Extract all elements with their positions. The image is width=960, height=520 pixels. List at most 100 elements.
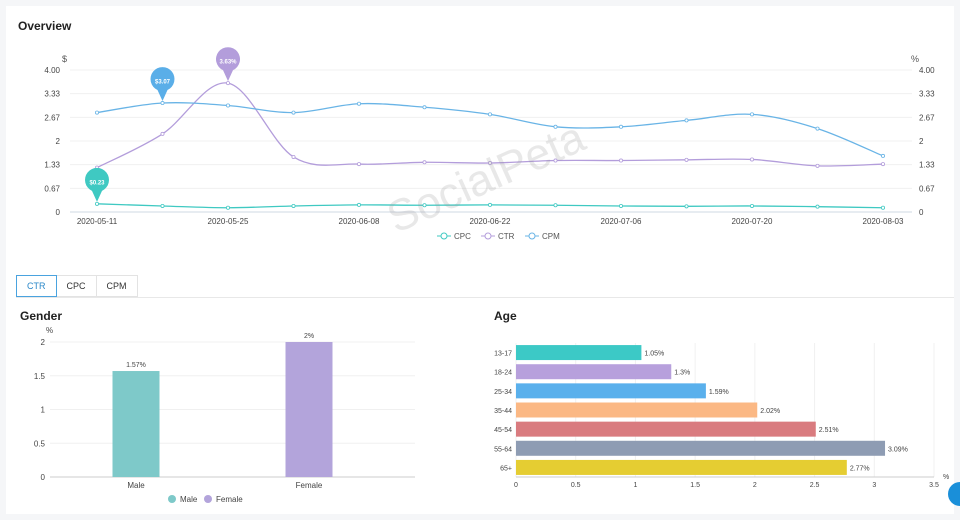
age-category-label: 25-34 <box>494 389 512 396</box>
age-category-label: 45-54 <box>494 427 512 434</box>
age-title: Age <box>494 309 517 323</box>
gender-legend-dot <box>168 495 176 503</box>
gender-y-tick: 0 <box>41 473 46 482</box>
legend-marker-ctr <box>484 232 492 240</box>
gender-legend-label: Female <box>216 495 243 504</box>
age-x-unit: % <box>943 474 949 481</box>
age-data-label: 1.05% <box>644 351 664 358</box>
data-point-cpm <box>553 124 558 129</box>
age-bar-25-34 <box>516 383 706 399</box>
legend-label-cpc: CPC <box>454 232 471 241</box>
age-data-label: 1.3% <box>674 370 690 377</box>
chat-button[interactable] <box>948 482 960 506</box>
age-category-label: 35-44 <box>494 408 512 415</box>
gender-y-tick: 2 <box>41 338 46 347</box>
data-point-cpc <box>487 202 492 207</box>
gender-bar-male <box>112 371 160 477</box>
data-point-ctr <box>356 162 361 167</box>
data-point-cpc <box>291 203 296 208</box>
metric-tabs: CTR CPC CPM <box>16 275 138 297</box>
series-line-cpm <box>96 102 884 157</box>
age-bar-35-44 <box>516 402 758 418</box>
left-tick-label: 2.67 <box>44 113 60 122</box>
data-point-cpc <box>684 204 689 209</box>
tab-ctr[interactable]: CTR <box>16 275 57 297</box>
age-x-tick: 0 <box>514 482 518 489</box>
gender-legend-dot <box>204 495 212 503</box>
left-tick-label: 4.00 <box>44 66 60 75</box>
gender-y-tick: 0.5 <box>34 439 46 448</box>
legend-marker-cpm <box>528 232 536 240</box>
age-bar-65+ <box>516 459 847 475</box>
series-line-ctr <box>96 82 884 169</box>
data-point-cpc <box>422 203 427 208</box>
tab-cpc[interactable]: CPC <box>56 275 97 297</box>
age-bar-55-64 <box>516 440 886 456</box>
data-point-cpm <box>356 101 361 106</box>
gender-chart: %2 1.5 1 0.5 0 1.57% Male 2% Female Male Female <box>34 326 415 504</box>
data-point-cpc <box>881 205 886 210</box>
age-data-label: 2.51% <box>819 427 839 434</box>
data-point-cpm <box>881 153 886 158</box>
age-bar-45-54 <box>516 421 816 437</box>
x-tick-label: 2020-06-08 <box>339 217 380 226</box>
marker-label: $0.23 <box>89 180 105 186</box>
age-data-label: 2.02% <box>760 408 780 415</box>
right-tick-label: 1.33 <box>919 161 935 170</box>
data-point-cpc <box>750 203 755 208</box>
age-data-label: 2.77% <box>850 465 870 472</box>
marker-pin <box>216 47 240 82</box>
data-point-ctr <box>422 160 427 165</box>
age-x-tick: 1.5 <box>690 482 700 489</box>
data-point-cpm <box>95 110 100 115</box>
age-bar-13-17 <box>516 345 642 361</box>
age-x-tick: 3 <box>872 482 876 489</box>
gender-data-label: 1.57% <box>126 362 146 369</box>
data-point-ctr <box>553 158 558 163</box>
data-point-cpc <box>160 203 165 208</box>
gender-bar-female <box>285 342 333 477</box>
gender-x-label: Female <box>296 481 323 490</box>
age-x-tick: 1 <box>633 482 637 489</box>
age-category-label: 65+ <box>500 465 512 472</box>
tabs-divider <box>16 297 954 298</box>
right-tick-label: 3.33 <box>919 90 935 99</box>
age-x-tick: 0.5 <box>571 482 581 489</box>
data-point-ctr <box>619 158 624 163</box>
gender-legend-label: Male <box>180 495 198 504</box>
data-point-cpm <box>160 101 165 106</box>
data-point-cpc <box>619 203 624 208</box>
age-category-label: 55-64 <box>494 446 512 453</box>
data-point-ctr <box>750 157 755 162</box>
data-point-cpc <box>225 205 230 210</box>
x-tick-label: 2020-08-03 <box>863 217 904 226</box>
legend-label-cpm: CPM <box>542 232 560 241</box>
x-tick-label: 2020-05-25 <box>208 217 249 226</box>
left-axis-unit: $ <box>62 54 67 64</box>
overview-title: Overview <box>18 19 72 33</box>
right-tick-label: 0.67 <box>919 184 935 193</box>
left-tick-label: 1.33 <box>44 161 60 170</box>
x-tick-label: 2020-06-22 <box>470 217 511 226</box>
left-tick-label: 3.33 <box>44 90 60 99</box>
marker-pin <box>85 167 110 202</box>
tab-cpm[interactable]: CPM <box>96 275 138 297</box>
age-x-tick: 3.5 <box>929 482 939 489</box>
data-point-cpc <box>95 201 100 206</box>
gender-data-label: 2% <box>304 333 314 340</box>
age-chart: 0 0.5 1 1.5 2 2.5 3 3.5% 13-17 1.05% 18-24 1.3% 25-3… <box>494 343 949 489</box>
age-data-label: 3.09% <box>888 446 908 453</box>
data-point-ctr <box>881 162 886 167</box>
data-point-ctr <box>291 154 296 159</box>
right-axis-unit: % <box>911 54 919 64</box>
data-point-ctr <box>487 161 492 166</box>
x-tick-label: 2020-05-11 <box>77 217 118 226</box>
data-point-ctr <box>684 157 689 162</box>
age-bar-18-24 <box>516 364 672 380</box>
x-tick-label: 2020-07-06 <box>601 217 642 226</box>
left-tick-label: 0 <box>56 208 61 217</box>
data-point-cpm <box>225 103 230 108</box>
data-point-cpm <box>291 110 296 115</box>
data-point-cpm <box>815 126 820 131</box>
age-category-label: 18-24 <box>494 370 512 377</box>
